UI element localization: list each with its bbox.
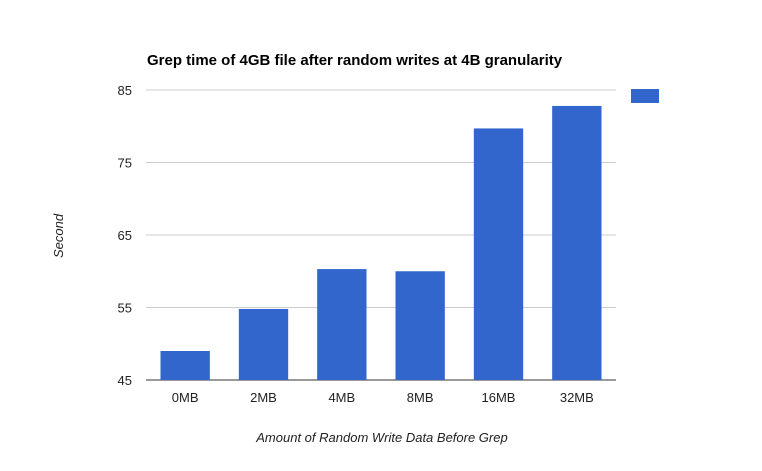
- x-tick-labels: 0MB 2MB 4MB 8MB 16MB 32MB: [172, 390, 594, 405]
- x-tick-label-8MB: 8MB: [407, 390, 434, 405]
- y-tick-label-75: 75: [118, 156, 132, 171]
- y-tick-label-55: 55: [118, 301, 132, 316]
- x-tick-label-16MB: 16MB: [482, 390, 516, 405]
- bar-2MB: [238, 308, 289, 380]
- y-axis-title: Second: [51, 213, 66, 258]
- x-tick-label-32MB: 32MB: [560, 390, 594, 405]
- x-tick-label-4MB: 4MB: [328, 390, 355, 405]
- bar-8MB: [395, 271, 445, 380]
- y-tick-labels: 45 55 65 75 85: [118, 83, 132, 388]
- bar-32MB: [552, 105, 602, 380]
- x-tick-label-2MB: 2MB: [250, 390, 277, 405]
- x-axis-title: Amount of Random Write Data Before Grep: [255, 430, 507, 445]
- bar-4MB: [317, 269, 367, 380]
- bars: [160, 105, 602, 380]
- bar-0MB: [160, 351, 210, 380]
- y-tick-label-65: 65: [118, 228, 132, 243]
- y-tick-label-45: 45: [118, 373, 132, 388]
- x-tick-label-0MB: 0MB: [172, 390, 199, 405]
- y-tick-label-85: 85: [118, 83, 132, 98]
- bar-16MB: [473, 128, 524, 380]
- legend: [631, 89, 659, 103]
- grid-lines: [146, 89, 616, 381]
- chart-title: Grep time of 4GB file after random write…: [147, 52, 563, 69]
- legend-swatch: [631, 89, 659, 103]
